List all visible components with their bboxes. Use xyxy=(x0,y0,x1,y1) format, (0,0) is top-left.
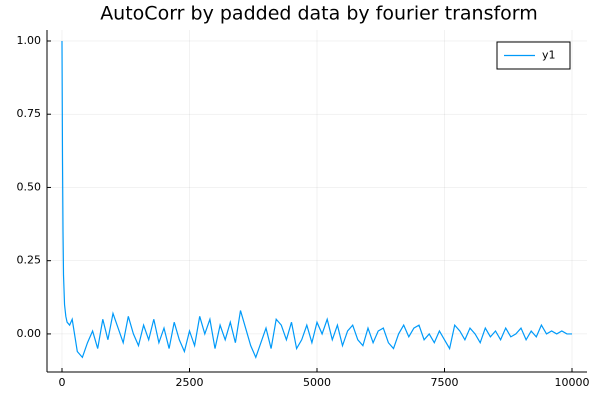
y-tick-label: 0.75 xyxy=(17,107,42,120)
legend-label: y1 xyxy=(542,49,556,62)
x-tick-label: 10000 xyxy=(555,376,590,389)
y-tick-label: 0.50 xyxy=(17,180,42,193)
series-line xyxy=(61,40,573,359)
x-tick-label: 7500 xyxy=(431,376,459,389)
y-tick-label: 0.25 xyxy=(17,254,42,267)
x-tick-label: 5000 xyxy=(303,376,331,389)
x-tick-label: 2500 xyxy=(175,376,203,389)
chart-title: AutoCorr by padded data by fourier trans… xyxy=(100,3,538,25)
y-tick-label: 1.00 xyxy=(17,34,42,47)
x-tick-label: 0 xyxy=(58,376,65,389)
y-tick-label: 0.00 xyxy=(17,327,42,340)
